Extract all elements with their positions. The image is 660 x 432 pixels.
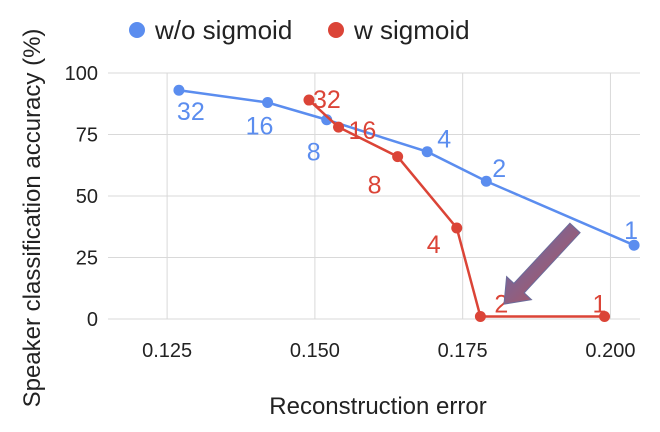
legend-label-wo-sigmoid: w/o sigmoid <box>154 15 292 45</box>
x-tick-label: 0.175 <box>438 340 488 362</box>
data-point <box>474 311 486 323</box>
x-tick-label: 0.200 <box>585 340 635 362</box>
data-point <box>451 222 463 234</box>
data-point <box>173 84 185 96</box>
y-tick-label: 75 <box>76 125 98 147</box>
data-label: 16 <box>246 113 274 141</box>
annotation-arrow-shape <box>503 222 581 305</box>
series-line <box>178 88 635 247</box>
data-point <box>333 121 345 133</box>
y-tick-label: 100 <box>65 63 98 85</box>
y-tick-labels: 0 25 50 75 100 <box>65 63 98 331</box>
data-label: 1 <box>624 217 638 245</box>
data-label: 4 <box>437 126 451 154</box>
series-line <box>308 99 605 318</box>
y-tick-label: 25 <box>76 248 98 270</box>
data-point <box>599 311 611 323</box>
data-point <box>421 146 433 158</box>
x-axis-title: Reconstruction error <box>269 393 486 420</box>
legend-marker-wo-sigmoid <box>129 22 145 38</box>
legend-marker-w-sigmoid <box>328 22 344 38</box>
data-label: 1 <box>593 291 607 319</box>
legend: w/o sigmoid w sigmoid <box>129 15 470 45</box>
data-point <box>303 94 315 106</box>
annotation-arrow <box>503 222 581 305</box>
y-axis-title: Speaker classification accuracy (%) <box>19 29 46 408</box>
y-tick-label: 0 <box>87 309 98 331</box>
data-label: 32 <box>177 98 205 126</box>
x-tick-labels: 0.125 0.150 0.175 0.200 <box>142 340 635 362</box>
legend-label-w-sigmoid: w sigmoid <box>353 15 470 45</box>
data-label: 32 <box>313 86 341 114</box>
y-tick-label: 50 <box>76 186 98 208</box>
series-wo-sigmoid: 32 16 8 4 2 1 <box>173 84 640 251</box>
x-tick-label: 0.150 <box>290 340 340 362</box>
data-point <box>392 151 404 163</box>
data-point <box>480 175 492 187</box>
legend-item-wo-sigmoid: w/o sigmoid <box>129 15 292 45</box>
series-w-sigmoid: 32 16 8 4 2 1 <box>303 86 611 323</box>
x-tick-label: 0.125 <box>142 340 192 362</box>
legend-item-w-sigmoid: w sigmoid <box>328 15 470 45</box>
data-point <box>321 114 333 126</box>
data-point <box>262 97 274 109</box>
data-label: 16 <box>349 117 377 145</box>
gridlines <box>108 72 640 320</box>
data-label: 8 <box>307 139 321 167</box>
data-label: 2 <box>492 155 506 183</box>
data-label: 8 <box>368 172 382 200</box>
data-label: 4 <box>427 231 441 259</box>
data-point <box>628 239 640 251</box>
